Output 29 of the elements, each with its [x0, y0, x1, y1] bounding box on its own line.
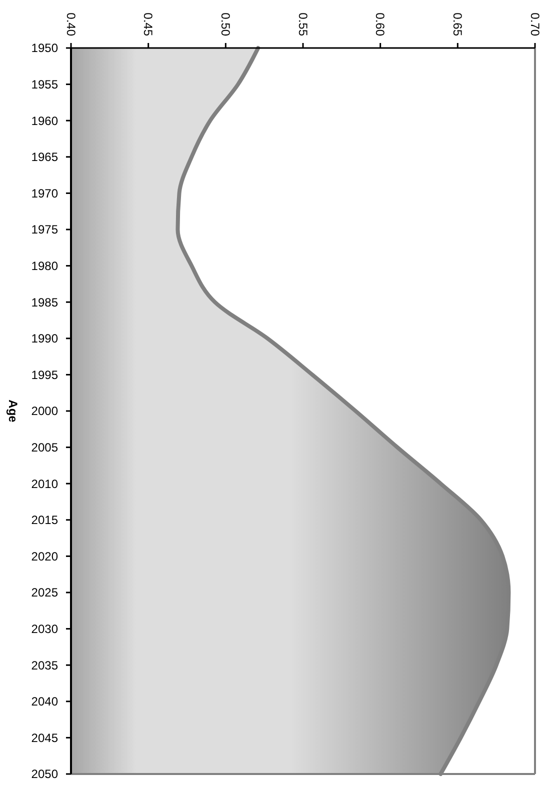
y-tick-label: 2005	[31, 440, 58, 454]
x-tick-label: 0.55	[296, 12, 310, 36]
x-tick-label: 0.50	[218, 12, 232, 36]
y-tick-label: 1955	[31, 78, 58, 92]
y-tick-label: 2015	[31, 513, 58, 528]
y-tick-label: 2045	[31, 730, 58, 745]
y-tick-label: 1975	[31, 222, 58, 237]
y-tick-label: 1960	[31, 114, 58, 128]
y-tick-label: 1950	[31, 41, 58, 56]
y-tick-label: 1985	[31, 295, 58, 310]
x-tick-label: 0.70	[528, 12, 542, 36]
y-tick-label: 2010	[31, 476, 58, 491]
x-tick-label: 0.65	[450, 12, 464, 36]
x-tick-label: 0.60	[373, 12, 388, 36]
x-tick-label: 0.45	[141, 12, 156, 36]
y-tick-label: 2025	[31, 586, 58, 600]
y-tick-label: 2000	[31, 404, 58, 418]
y-tick-label: 1995	[31, 368, 58, 382]
y-tick-label: 2020	[31, 549, 58, 564]
y-tick-label: 2050	[31, 767, 58, 782]
y-axis-title: Age	[6, 400, 20, 423]
y-tick-label: 2030	[31, 622, 58, 636]
y-tick-label: 1965	[31, 150, 58, 164]
y-tick-label: 2040	[31, 694, 58, 709]
y-tick-label: 1990	[31, 332, 58, 346]
x-tick-label: 0.40	[64, 12, 78, 36]
y-tick-label: 2035	[31, 658, 58, 672]
y-tick-label: 1980	[31, 259, 58, 273]
y-tick-label: 1970	[31, 186, 58, 200]
